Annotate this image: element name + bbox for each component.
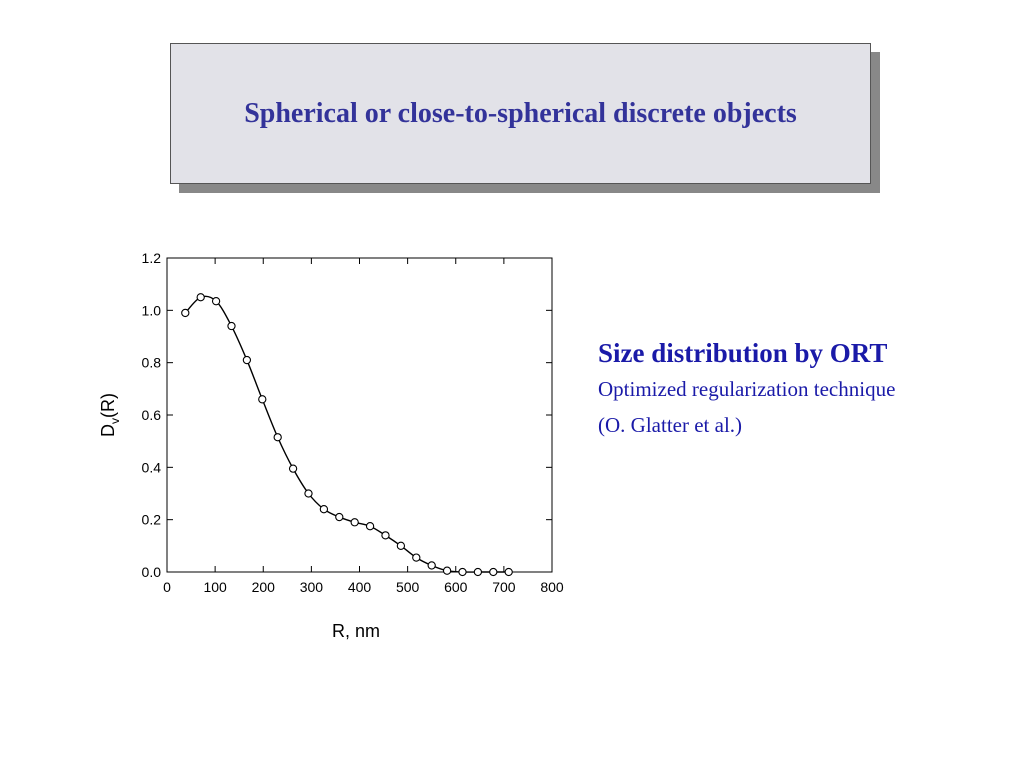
data-point xyxy=(412,553,421,562)
x-tick-label: 400 xyxy=(348,579,372,595)
data-point xyxy=(258,395,267,404)
side-heading: Size distribution by ORT xyxy=(598,338,888,368)
x-tick-label: 800 xyxy=(540,579,564,595)
data-point xyxy=(288,464,298,473)
data-point xyxy=(427,561,436,570)
y-tick-label: 1.2 xyxy=(142,250,162,266)
side-line-1: Optimized regularization technique xyxy=(598,377,896,401)
plot-frame xyxy=(166,257,553,573)
data-point xyxy=(181,308,190,318)
data-point xyxy=(273,433,282,442)
y-label-suffix: (R) xyxy=(98,393,118,418)
data-point xyxy=(304,489,313,498)
x-axis-label: R, nm xyxy=(332,621,380,641)
y-tick-label: 0.2 xyxy=(142,512,162,528)
slide-title: Spherical or close-to-spherical discrete… xyxy=(244,97,797,129)
y-tick-label: 0.6 xyxy=(142,407,162,423)
data-point xyxy=(365,522,375,531)
x-tick-label: 700 xyxy=(492,579,516,595)
y-tick-label: 0.4 xyxy=(142,459,162,475)
x-tick-label: 0 xyxy=(163,579,171,595)
data-point xyxy=(442,566,452,575)
y-label-sub: v xyxy=(108,418,122,424)
data-point xyxy=(196,293,205,302)
data-point xyxy=(396,541,406,550)
side-line-2: (O. Glatter et al.) xyxy=(598,413,743,437)
title-box: Spherical or close-to-spherical discrete… xyxy=(170,43,871,184)
y-tick-label: 1.0 xyxy=(142,302,162,318)
data-point xyxy=(211,297,221,306)
x-tick-label: 500 xyxy=(396,579,420,595)
data-points xyxy=(181,293,513,577)
series-line xyxy=(184,295,509,573)
data-point xyxy=(319,505,329,514)
data-point xyxy=(381,531,390,540)
y-axis-label: Dv(R) xyxy=(98,393,122,437)
x-tick-label: 300 xyxy=(300,579,324,595)
y-tick-label: 0.0 xyxy=(142,564,162,580)
x-tick-label: 100 xyxy=(203,579,227,595)
x-tick-label: 200 xyxy=(252,579,276,595)
y-label-main: D xyxy=(98,424,118,437)
data-point xyxy=(458,567,467,577)
y-tick-label: 0.8 xyxy=(142,355,162,371)
axis-ticks: 0 100 200 300 400 500 600 700 800 0.0 0.2 0.4 0.6 0.8… xyxy=(142,250,564,595)
data-point xyxy=(489,567,498,577)
side-note: Size distribution by ORT Optimized regul… xyxy=(598,338,895,449)
data-point xyxy=(473,567,483,577)
x-tick-label: 600 xyxy=(444,579,468,595)
data-point xyxy=(350,518,359,527)
data-point xyxy=(242,355,252,365)
data-point xyxy=(504,567,513,577)
data-point xyxy=(227,321,236,331)
data-point xyxy=(335,512,344,522)
